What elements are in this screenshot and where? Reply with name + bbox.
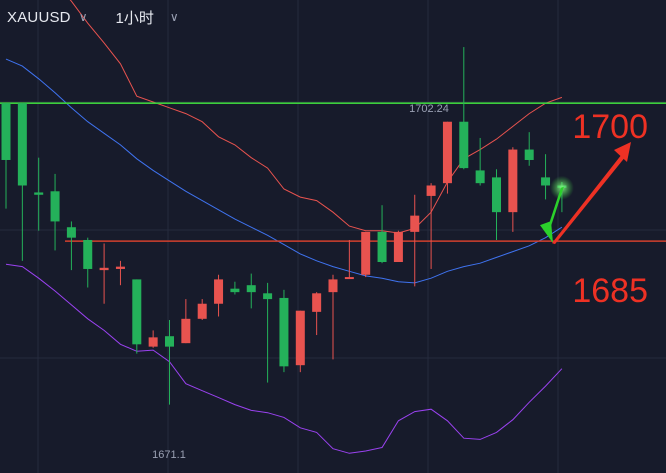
candle-body — [410, 215, 420, 232]
candle-body — [475, 170, 485, 184]
chart-toolbar: XAUUSD ∨ 1小时 ∨ — [0, 0, 267, 34]
candle-body — [312, 293, 322, 312]
candle-body — [165, 336, 174, 347]
arrow-up-head — [614, 142, 631, 162]
candle-body — [459, 121, 469, 169]
candle-body — [99, 267, 109, 271]
low-price-label: 1671.1 — [152, 449, 186, 461]
high-price-label: 1702.24 — [409, 103, 449, 115]
arrow-down-shaft — [547, 186, 564, 231]
candle-body — [66, 227, 76, 238]
candle-body — [263, 293, 273, 300]
candle-body — [34, 192, 44, 195]
candle-body — [393, 231, 403, 263]
candle-body — [246, 285, 256, 293]
middle-band-line — [5, 58, 563, 284]
candle-body — [524, 149, 534, 160]
candles — [1, 47, 567, 405]
level-label-1700: 1700 — [572, 108, 648, 146]
candle-body — [83, 239, 93, 269]
arrow-down-head — [540, 221, 553, 244]
chevron-down-icon[interactable]: ∨ — [169, 10, 179, 24]
candle-body — [50, 191, 60, 222]
candle-body — [377, 231, 387, 263]
candle-body — [344, 277, 354, 280]
candle-body — [442, 121, 452, 184]
candle-body — [279, 297, 289, 367]
candle-body — [295, 310, 305, 366]
candle-body — [492, 177, 501, 213]
lower-band-line — [5, 263, 563, 454]
candle-body — [132, 279, 142, 345]
level-label-1685: 1685 — [572, 272, 648, 310]
candle-body — [361, 231, 371, 275]
upper-band-line — [69, 0, 563, 234]
candle-body — [508, 149, 518, 213]
chevron-down-icon[interactable]: ∨ — [78, 10, 88, 24]
candle-body — [17, 103, 27, 186]
candle-body — [115, 266, 125, 269]
candle-body — [214, 279, 224, 304]
candle-body — [197, 303, 207, 319]
candle-body — [1, 103, 11, 160]
arrow-up-shaft — [552, 154, 626, 245]
candle-body — [181, 318, 191, 344]
symbol-selector[interactable]: XAUUSD — [7, 8, 71, 26]
candle-body — [148, 337, 158, 347]
candle-body — [328, 279, 338, 293]
candle-body — [541, 177, 551, 186]
candle-body — [426, 185, 436, 196]
candle-body — [230, 288, 240, 293]
timeframe-selector[interactable]: 1小时 — [115, 9, 154, 27]
